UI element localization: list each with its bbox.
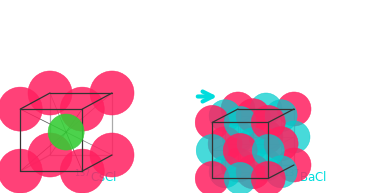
Text: $^{137}$CsCl: $^{137}$CsCl xyxy=(74,168,116,185)
Circle shape xyxy=(48,114,84,150)
Circle shape xyxy=(251,105,285,139)
Circle shape xyxy=(209,156,241,188)
Circle shape xyxy=(237,128,269,160)
Circle shape xyxy=(28,71,72,115)
Circle shape xyxy=(252,135,284,166)
Circle shape xyxy=(222,121,254,153)
Circle shape xyxy=(277,92,311,126)
Circle shape xyxy=(250,149,282,181)
Circle shape xyxy=(90,133,134,177)
Circle shape xyxy=(236,99,270,133)
Circle shape xyxy=(196,135,228,166)
Circle shape xyxy=(195,161,229,193)
Circle shape xyxy=(28,133,72,177)
Circle shape xyxy=(60,87,104,131)
Circle shape xyxy=(249,120,283,154)
Text: $^{137}$BaCl: $^{137}$BaCl xyxy=(283,168,327,185)
Circle shape xyxy=(224,163,256,193)
Circle shape xyxy=(265,156,297,188)
Circle shape xyxy=(223,133,257,168)
Circle shape xyxy=(236,155,270,189)
Circle shape xyxy=(277,148,311,182)
Circle shape xyxy=(264,127,298,161)
Circle shape xyxy=(250,93,282,125)
Circle shape xyxy=(195,105,229,139)
Circle shape xyxy=(0,87,42,131)
Circle shape xyxy=(278,121,310,153)
Circle shape xyxy=(221,92,255,126)
Circle shape xyxy=(208,127,242,161)
Circle shape xyxy=(221,148,255,182)
Circle shape xyxy=(0,149,42,193)
Circle shape xyxy=(265,100,297,132)
Circle shape xyxy=(251,161,285,193)
Circle shape xyxy=(224,107,256,138)
Circle shape xyxy=(209,100,241,132)
Circle shape xyxy=(90,71,134,115)
Circle shape xyxy=(60,149,104,193)
